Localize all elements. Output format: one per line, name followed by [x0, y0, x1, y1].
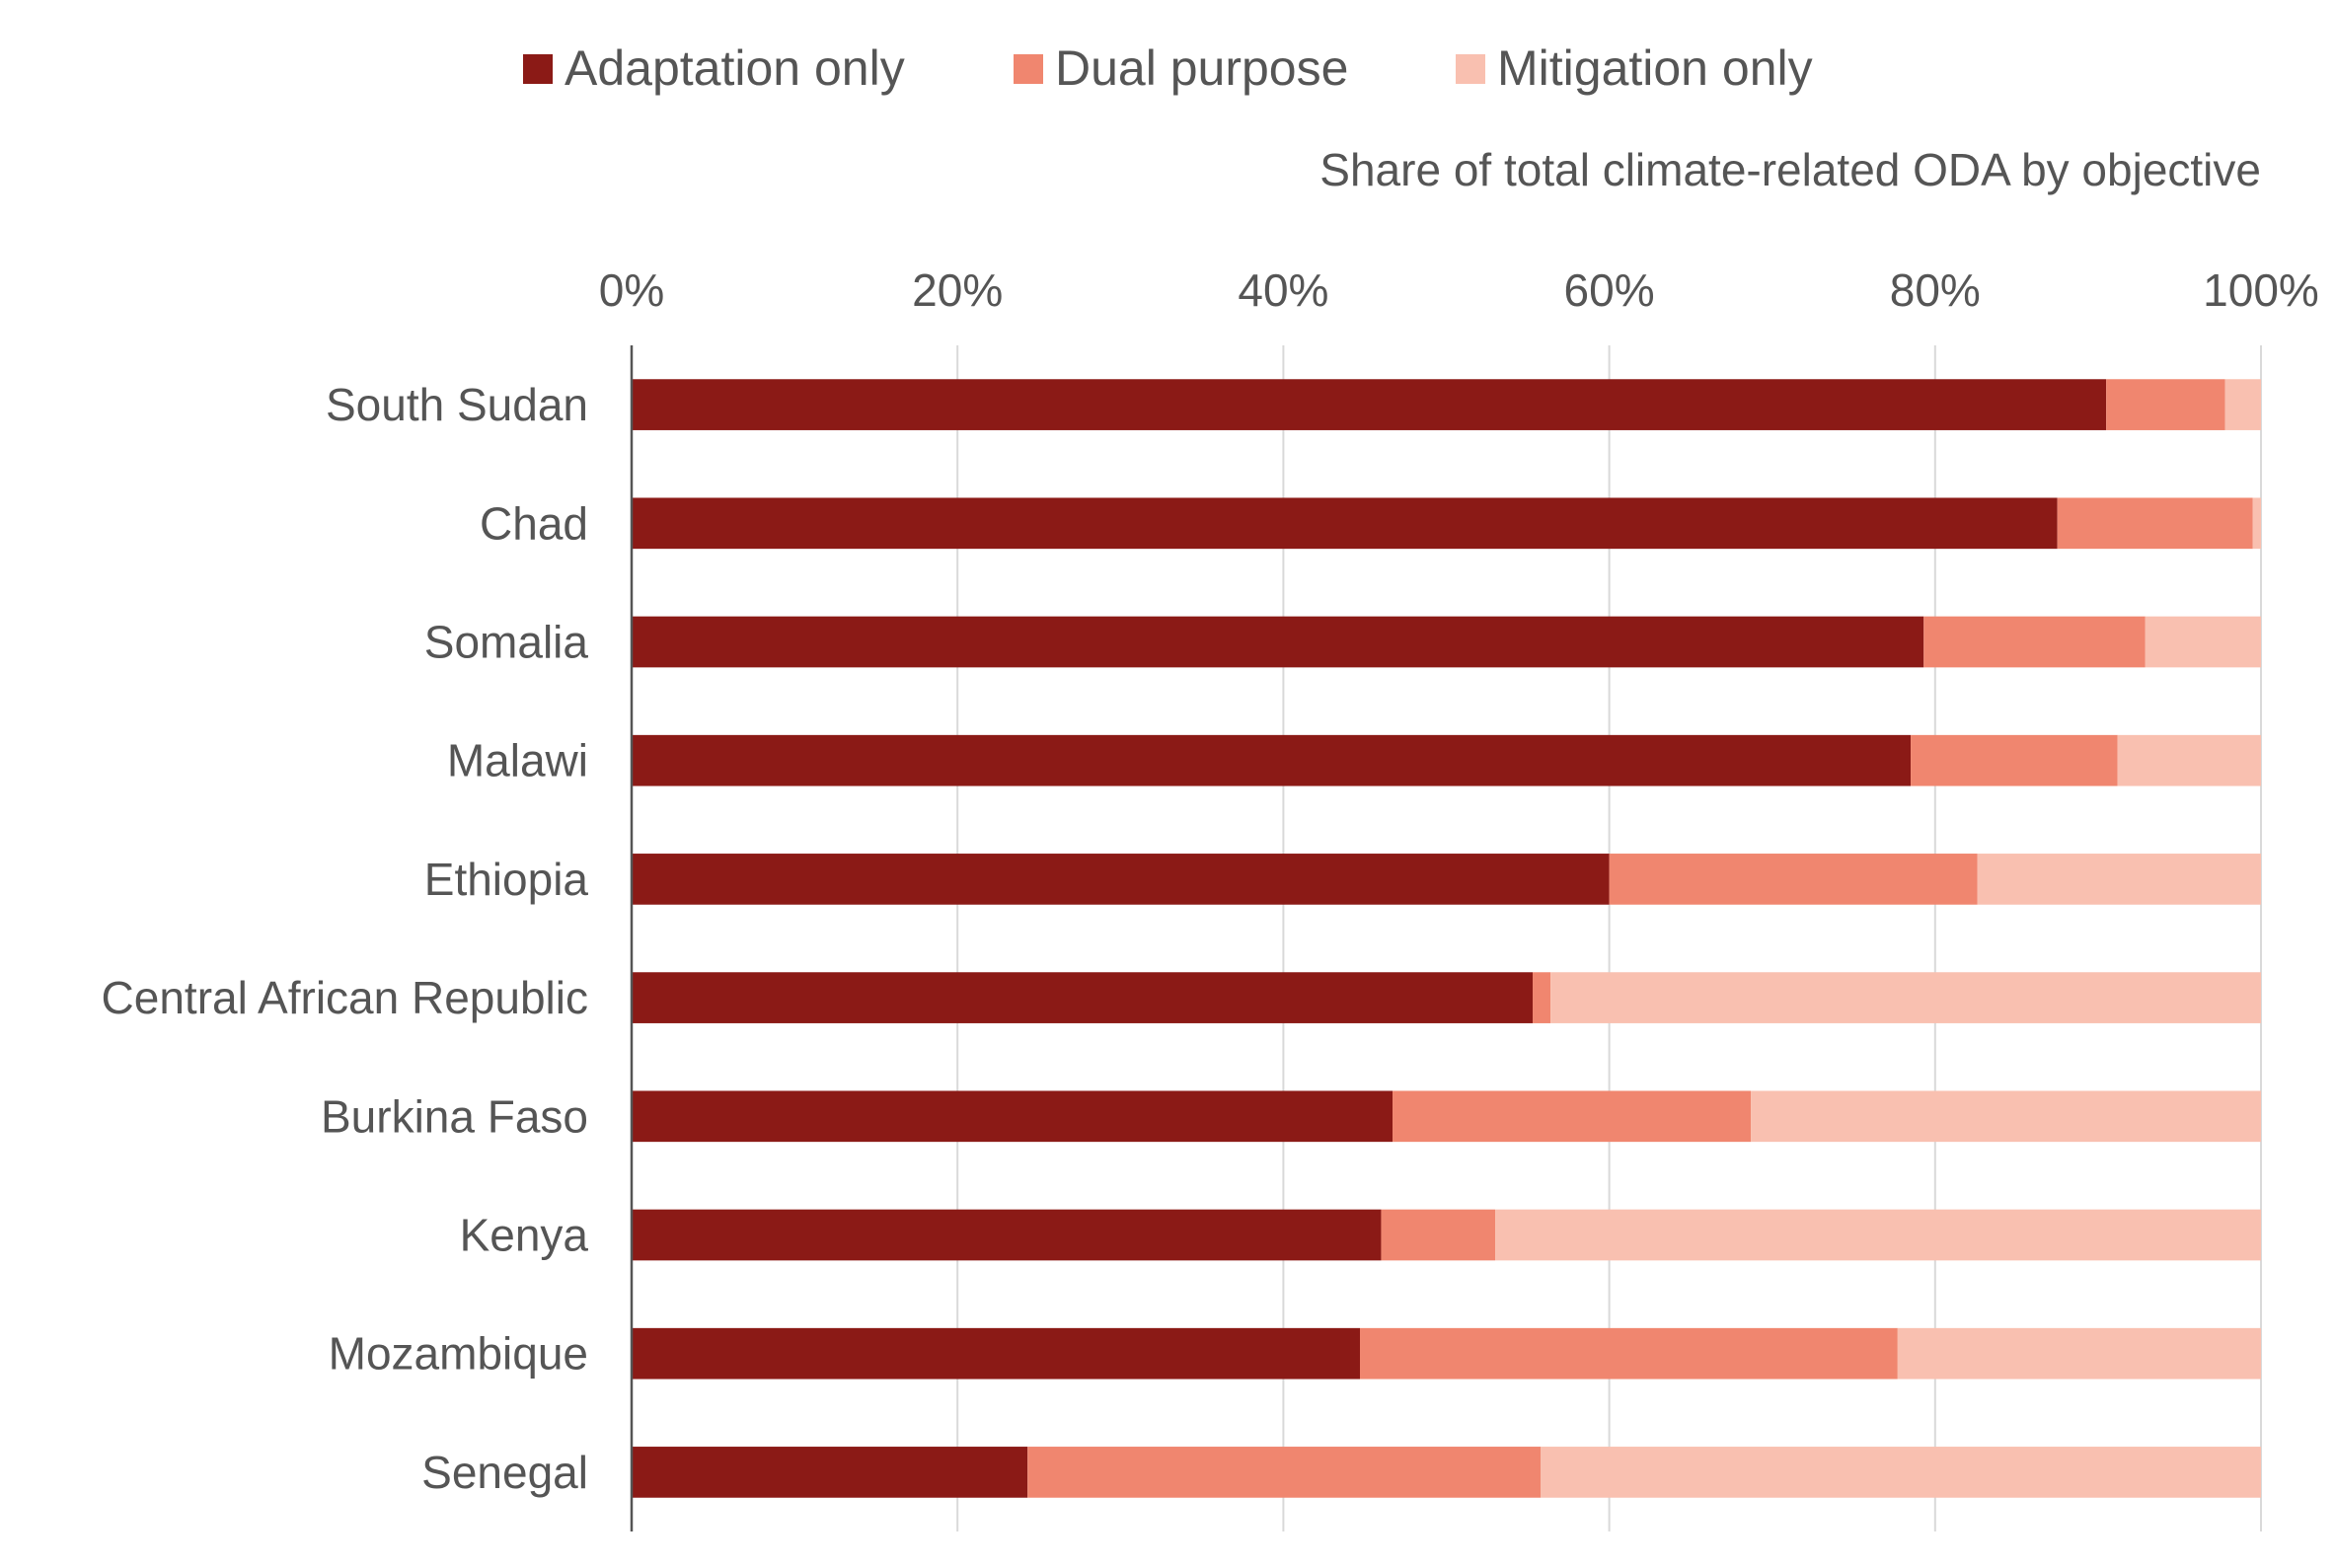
bar-mitigation-only-senegal [1541, 1447, 2261, 1498]
category-label: Malawi [447, 735, 588, 786]
legend-label-dual-purpose: Dual purpose [1055, 40, 1348, 96]
bar-adaptation-only-somalia [632, 616, 1924, 668]
category-label: Ethiopia [424, 854, 589, 905]
x-axis-ticks: 0% 20% 40% 60% 80% 100% [599, 264, 2319, 316]
bar-adaptation-only-kenya [632, 1209, 1382, 1261]
x-tick-label: 80% [1890, 264, 1981, 316]
bar-mitigation-only-ethiopia [1977, 854, 2261, 905]
category-label: Kenya [460, 1210, 589, 1261]
category-label: Burkina Faso [321, 1090, 588, 1142]
category-labels: South Sudan Chad Somalia Malawi Ethiopia Cent… [102, 379, 589, 1498]
bar-dual-purpose-malawi [1911, 734, 2118, 786]
bar-adaptation-only-central-african-republic [632, 972, 1534, 1023]
x-tick-label: 40% [1238, 264, 1328, 316]
bar-mitigation-only-malawi [2117, 734, 2261, 786]
x-tick-label: 0% [599, 264, 664, 316]
bar-dual-purpose-kenya [1381, 1209, 1496, 1261]
bar-mitigation-only-mozambique [1897, 1327, 2261, 1380]
category-label: Central African Republic [102, 972, 588, 1023]
legend-swatch-dual-purpose [1014, 54, 1043, 84]
bar-dual-purpose-south-sudan [2106, 379, 2225, 430]
bar-adaptation-only-chad [632, 497, 2058, 550]
bar-adaptation-only-ethiopia [632, 854, 1610, 905]
bar-dual-purpose-chad [2057, 497, 2253, 550]
x-tick-label: 60% [1564, 264, 1655, 316]
bar-adaptation-only-malawi [632, 734, 1912, 786]
category-label: Chad [480, 497, 588, 549]
bar-mitigation-only-burkina-faso [1751, 1090, 2261, 1143]
bar-adaptation-only-senegal [632, 1447, 1028, 1498]
x-tick-label: 100% [2203, 264, 2319, 316]
category-label: Somalia [424, 617, 589, 668]
x-tick-label: 20% [912, 264, 1003, 316]
legend-swatch-mitigation-only [1456, 54, 1485, 84]
bar-mitigation-only-somalia [2145, 616, 2261, 668]
bar-dual-purpose-somalia [1923, 616, 2146, 668]
bar-mitigation-only-south-sudan [2224, 379, 2261, 430]
bar-adaptation-only-burkina-faso [632, 1090, 1393, 1143]
category-label: South Sudan [326, 379, 588, 430]
bar-mitigation-only-chad [2252, 497, 2261, 550]
category-label: Mozambique [329, 1328, 588, 1380]
bar-adaptation-only-south-sudan [632, 379, 2107, 430]
category-label: Senegal [421, 1447, 588, 1498]
bar-dual-purpose-ethiopia [1609, 854, 1978, 905]
axis-title: Share of total climate-related ODA by ob… [1319, 144, 2261, 195]
bar-mitigation-only-central-african-republic [1550, 972, 2261, 1023]
bar-dual-purpose-central-african-republic [1533, 972, 1551, 1023]
bar-mitigation-only-kenya [1495, 1209, 2261, 1261]
bar-adaptation-only-mozambique [632, 1327, 1360, 1380]
legend-swatch-adaptation-only [523, 54, 553, 84]
legend: Adaptation only Dual purpose Mitigation on… [523, 40, 1813, 96]
bar-dual-purpose-senegal [1027, 1447, 1542, 1498]
bar-dual-purpose-mozambique [1359, 1327, 1898, 1380]
bars [632, 379, 2261, 1498]
legend-label-adaptation-only: Adaptation only [565, 40, 905, 96]
bar-dual-purpose-burkina-faso [1393, 1090, 1752, 1143]
legend-label-mitigation-only: Mitigation only [1497, 40, 1813, 96]
